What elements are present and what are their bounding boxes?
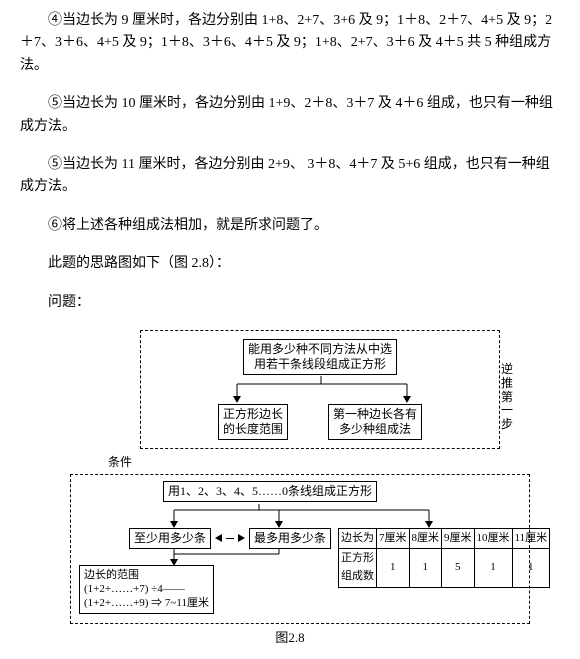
- left-sub-box: 正方形边长 的长度范围: [218, 404, 288, 440]
- table-row2-label: 正方形 组成数: [339, 549, 377, 587]
- col-10cm: 10厘米: [474, 528, 512, 549]
- right-sub-box: 第一种边长各有 多少种组成法: [328, 404, 422, 440]
- cond-top-box: 用1、2、3、4、5……0条线组成正方形: [163, 481, 377, 502]
- val-9cm: 5: [442, 549, 475, 587]
- hline-arrow-r: [238, 534, 245, 542]
- hline-arrow-l: [215, 534, 222, 542]
- cond-right-box: 最多用多少条: [249, 528, 331, 549]
- paragraph-5a: ⑤当边长为 10 厘米时，各边分别由 1+9、2＋8、3＋7 及 4＋6 组成，…: [20, 93, 560, 138]
- conditions-label: 条件: [108, 453, 560, 472]
- paragraph-intro: 此题的思路图如下（图 2.8）：: [20, 253, 560, 275]
- cond-left-box: 至少用多少条: [129, 528, 211, 549]
- range-box: 边长的范围 (1+2+……+7) ÷4—— (1+2+……+9) ⇒ 7~11厘…: [79, 565, 214, 614]
- side-label: 逆推第一步: [501, 363, 517, 432]
- val-7cm: 1: [377, 549, 410, 587]
- paragraph-question: 问题：: [20, 292, 560, 314]
- result-table: 边长为 7厘米 8厘米 9厘米 10厘米 11厘米 正方形 组成数 1 1 5: [338, 528, 550, 588]
- col-8cm: 8厘米: [409, 528, 442, 549]
- table-row1-label: 边长为: [339, 528, 377, 549]
- col-9cm: 9厘米: [442, 528, 475, 549]
- diagram-area: 逆推第一步 能用多少种不同方法从中选 用若干条线段组成正方形: [20, 330, 560, 649]
- col-11cm: 11厘米: [512, 528, 550, 549]
- paragraph-4: ④当边长为 9 厘米时，各边分别由 1+8、2+7、3+6 及 9；1＋8、2＋…: [20, 10, 560, 77]
- val-8cm: 1: [409, 549, 442, 587]
- val-10cm: 1: [474, 549, 512, 587]
- col-7cm: 7厘米: [377, 528, 410, 549]
- top-box: 能用多少种不同方法从中选 用若干条线段组成正方形: [243, 339, 397, 375]
- paragraph-6: ⑥将上述各种组成法相加，就是所求问题了。: [20, 215, 560, 237]
- figure-caption: 图2.8: [20, 628, 560, 649]
- paragraph-5b: ⑤当边长为 11 厘米时，各边分别由 2+9、 3＋8、4＋7 及 5+6 组成…: [20, 154, 560, 199]
- val-11cm: 1: [512, 549, 550, 587]
